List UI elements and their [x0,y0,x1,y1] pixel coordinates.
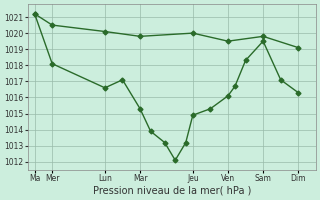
X-axis label: Pression niveau de la mer( hPa ): Pression niveau de la mer( hPa ) [92,186,251,196]
